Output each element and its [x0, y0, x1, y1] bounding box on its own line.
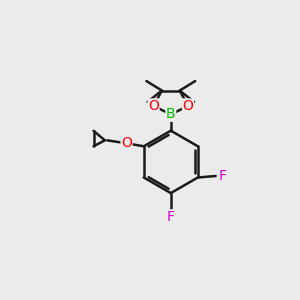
Text: O: O	[121, 136, 132, 150]
Text: F: F	[167, 210, 175, 224]
Text: B: B	[166, 107, 175, 121]
Text: O: O	[183, 99, 194, 113]
Text: O: O	[148, 99, 159, 113]
Text: F: F	[218, 169, 226, 183]
